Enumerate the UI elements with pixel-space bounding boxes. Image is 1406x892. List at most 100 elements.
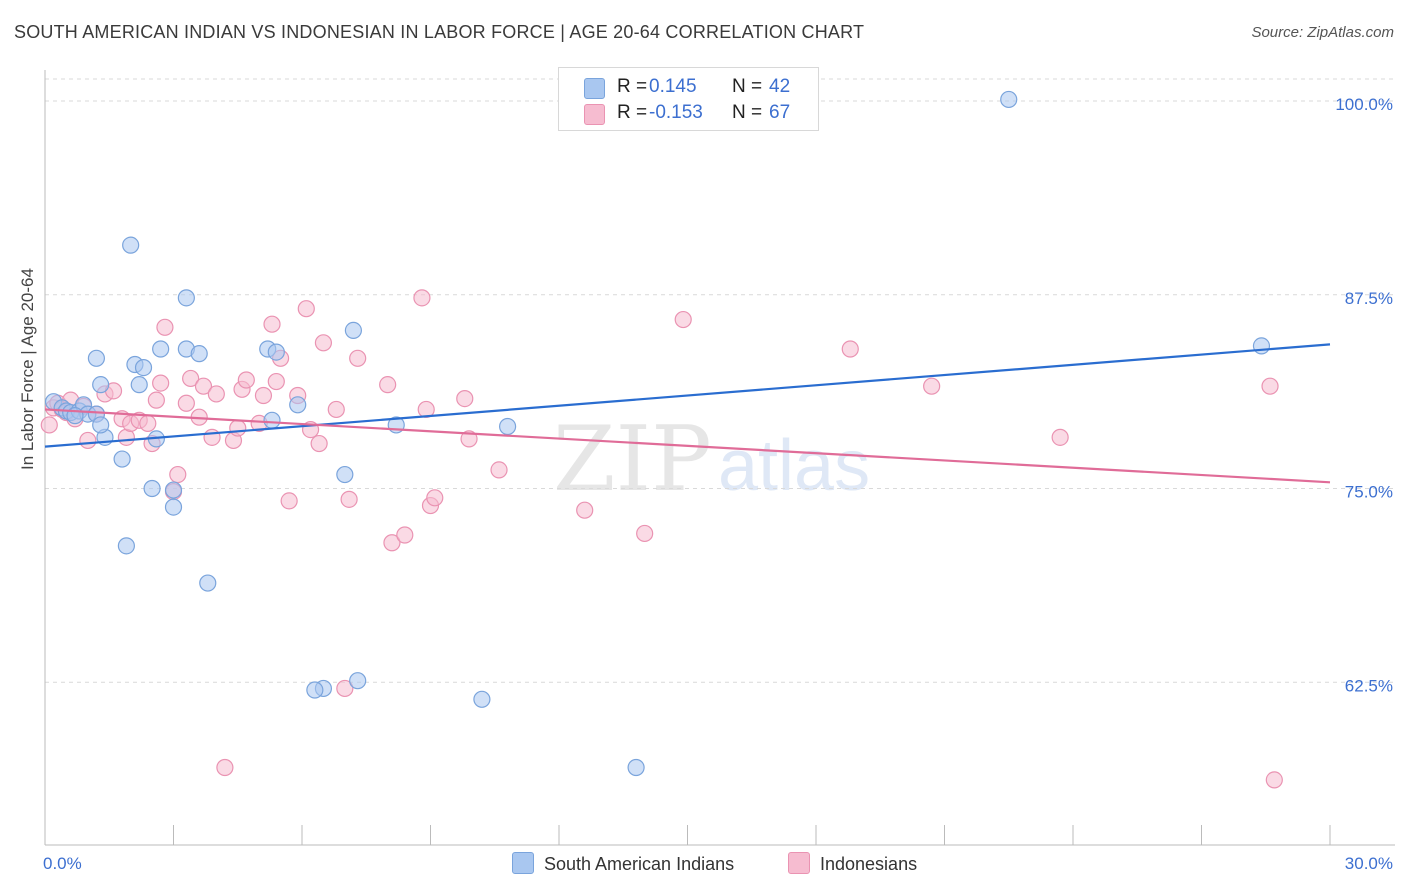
pink-data-point (182, 369, 200, 388)
pink-data-point (207, 385, 225, 403)
blue-data-point (130, 376, 148, 394)
blue-data-point (164, 498, 183, 516)
pink-data-point (314, 334, 333, 352)
pink-trend-line (44, 408, 1331, 484)
pink-data-point (336, 679, 354, 698)
n-value: 42 (769, 76, 791, 97)
pink-data-point (417, 400, 435, 419)
blue-swatch (584, 78, 605, 99)
blue-data-point (92, 376, 110, 394)
blue-data-point (289, 396, 307, 414)
trend-lines (44, 343, 1331, 484)
axes (44, 70, 1395, 846)
pink-data-point (396, 526, 414, 544)
tick-labels: 62.5% 75.0% 87.5% 100.0% 0.0% 30.0% (43, 95, 1393, 873)
blue-data-point (92, 416, 110, 434)
source-label: Source: ZipAtlas.com (1251, 24, 1394, 41)
r-label: R = (617, 102, 648, 123)
pink-data-point (254, 386, 273, 405)
x-tick-label: 0.0% (43, 854, 82, 873)
blue-data-point (349, 672, 367, 690)
pink-data-point (40, 416, 58, 434)
blue-data-point (199, 574, 217, 592)
pink-data-point (156, 318, 174, 336)
blue-data-point (1252, 337, 1271, 355)
blue-data-point (177, 289, 195, 307)
pink-data-point (147, 391, 165, 409)
pink-data-point (203, 428, 221, 446)
zipatlas-watermark: ZIP atlas (553, 407, 870, 512)
blue-data-point (627, 758, 645, 777)
blue-data-point (344, 321, 362, 339)
blue-data-point (306, 681, 324, 699)
blue-data-point (473, 690, 491, 708)
pink-data-point (139, 414, 157, 432)
pink-data-point (79, 431, 97, 450)
pink-data-point (674, 310, 692, 329)
legend-label: South American Indians (544, 854, 735, 874)
stats-legend: R = 0.145 N = 42 R = -0.153 N = 67 (558, 67, 819, 131)
pink-data-point (576, 501, 594, 519)
blue-data-point (263, 411, 281, 429)
pink-data-point (383, 534, 401, 552)
y-tick-label: 75.0% (1345, 483, 1393, 502)
x-tick-label: 30.0% (1345, 854, 1393, 873)
pink-data-point (1261, 377, 1279, 395)
pink-data-point (456, 390, 474, 408)
legend-item-south-american-indians: South American Indians (512, 852, 734, 875)
n-label: N = (732, 102, 763, 123)
blue-data-point (134, 359, 153, 377)
pink-data-point (340, 490, 358, 508)
y-tick-label: 87.5% (1345, 289, 1393, 308)
blue-data-point (499, 417, 517, 436)
pink-data-point (229, 419, 247, 437)
pink-data-point (267, 372, 285, 391)
legend-item-indonesians: Indonesians (788, 852, 917, 875)
pink-data-point (297, 300, 315, 318)
r-value: -0.153 (649, 102, 703, 123)
pink-data-point (216, 758, 234, 777)
blue-legend-swatch (512, 852, 534, 874)
blue-data-point (143, 479, 161, 498)
indonesians-points (40, 289, 1283, 789)
watermark-atlas: atlas (718, 426, 870, 506)
blue-data-point (87, 349, 106, 367)
blue-data-point (1000, 90, 1018, 109)
pink-data-point (379, 376, 397, 394)
pink-data-point (152, 374, 170, 392)
blue-data-point (190, 345, 208, 363)
pink-data-point (327, 400, 345, 419)
pink-data-point (263, 315, 281, 333)
blue-data-point (267, 343, 285, 361)
pink-data-point (490, 461, 508, 479)
pink-data-point (349, 349, 367, 367)
pink-data-point (310, 434, 328, 453)
pink-data-point (280, 492, 298, 510)
pink-data-point (169, 465, 187, 484)
pink-data-point (1265, 771, 1283, 789)
pink-data-point (237, 371, 255, 389)
blue-data-point (152, 340, 170, 358)
blue-data-point (336, 465, 354, 484)
legend-label: Indonesians (820, 854, 918, 874)
y-tick-label: 62.5% (1345, 676, 1393, 695)
pink-data-point (841, 340, 859, 358)
blue-trend-line (44, 343, 1331, 448)
blue-data-point (122, 236, 140, 254)
blue-data-point (113, 450, 131, 468)
y-axis-label: In Labor Force | Age 20-64 (18, 268, 37, 470)
pink-legend-swatch (788, 852, 810, 874)
pink-swatch (584, 104, 605, 125)
pink-data-point (1051, 428, 1069, 446)
r-value: 0.145 (649, 76, 697, 97)
pink-data-point (426, 489, 444, 507)
watermark-zip: ZIP (553, 407, 712, 512)
n-value: 67 (769, 102, 791, 123)
chart-title: SOUTH AMERICAN INDIAN VS INDONESIAN IN L… (14, 22, 865, 42)
pink-data-point (923, 377, 941, 395)
pink-data-point (177, 394, 195, 412)
pink-data-point (413, 289, 431, 307)
pink-data-point (194, 377, 213, 395)
blue-data-point (117, 537, 135, 555)
